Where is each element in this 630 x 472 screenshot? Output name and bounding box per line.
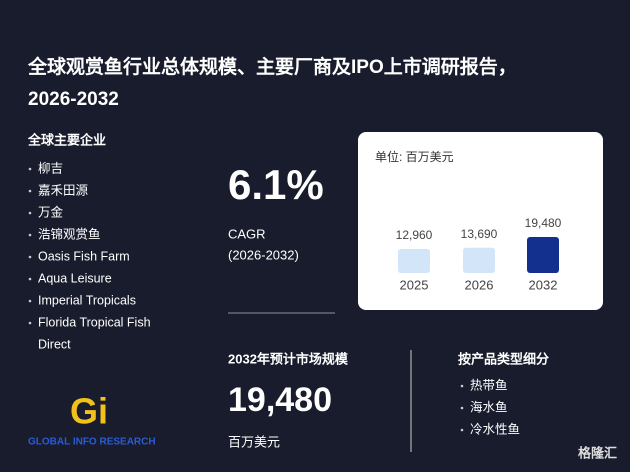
logo-name: GLOBAL INFO RESEARCH xyxy=(28,437,156,448)
bar xyxy=(527,237,559,273)
cagr-label: CAGR xyxy=(228,226,266,241)
x-tick-label: 2032 xyxy=(529,277,558,292)
company: 万金 xyxy=(38,204,64,219)
logo-mark: Gi xyxy=(70,391,108,432)
cagr-period: (2026-2032) xyxy=(228,247,299,262)
market-value: 19,480 xyxy=(228,381,332,419)
segment: 热带鱼 xyxy=(470,378,508,392)
bar-chart: 12,960 2025 13,690 2026 19,480 2032 xyxy=(396,216,562,292)
bullet xyxy=(460,406,464,410)
x-tick-label: 2025 xyxy=(400,277,429,292)
watermark: 格隆汇 xyxy=(578,445,617,460)
segment: 海水鱼 xyxy=(470,399,508,414)
bullet xyxy=(28,277,32,281)
value-label: 13,690 xyxy=(461,227,498,241)
companies-heading: 全球主要企业 xyxy=(27,132,106,147)
company: Aqua Leisure xyxy=(38,271,112,285)
bullet xyxy=(28,255,32,259)
value-label: 19,480 xyxy=(525,216,562,230)
segment: 冷水性鱼 xyxy=(470,422,520,436)
market-unit: 百万美元 xyxy=(228,434,280,449)
bullet xyxy=(28,233,32,237)
bullet xyxy=(28,167,32,171)
bullet xyxy=(28,321,32,325)
value-label: 12,960 xyxy=(396,228,433,242)
segments-heading: 按产品类型细分 xyxy=(458,351,549,366)
company: 浩锦观赏鱼 xyxy=(38,227,101,241)
bar xyxy=(463,247,495,273)
company: 嘉禾田源 xyxy=(38,183,89,197)
company: 柳吉 xyxy=(38,161,63,175)
bullet xyxy=(28,299,32,303)
company: Oasis Fish Farm xyxy=(38,249,130,263)
title: 全球观赏鱼行业总体规模、主要厂商及IPO上市调研报告， xyxy=(27,55,517,78)
company: Florida Tropical Fish xyxy=(38,315,151,329)
x-tick-label: 2026 xyxy=(465,277,494,292)
bullet xyxy=(28,189,32,193)
cagr-value: 6.1% xyxy=(228,161,324,208)
company: Direct xyxy=(38,337,71,351)
company: Imperial Tropicals xyxy=(38,293,136,307)
market-heading: 2032年预计市场规模 xyxy=(228,351,349,366)
bullet xyxy=(460,384,464,388)
bullet xyxy=(28,211,32,215)
title: 2026-2032 xyxy=(28,89,119,110)
bar xyxy=(398,249,430,273)
bullet xyxy=(460,428,464,432)
unit-label: 单位: 百万美元 xyxy=(375,149,454,164)
